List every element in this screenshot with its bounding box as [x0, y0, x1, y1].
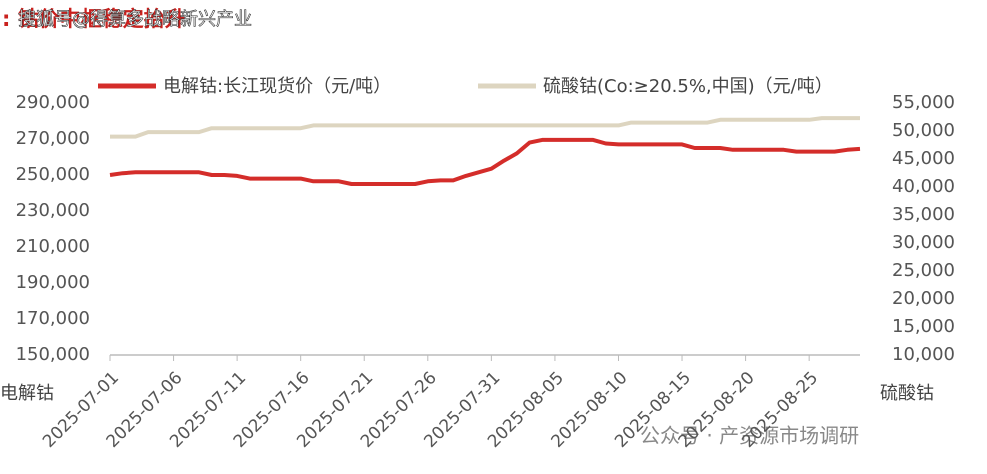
y2-axis-label: 硫酸钴 — [880, 383, 934, 404]
legend-label: 电解钴:长江现货价（元/吨） — [163, 76, 391, 97]
y-tick-label: 190,000 — [16, 272, 90, 293]
y2-tick-label: 20,000 — [892, 288, 955, 309]
watermark: 搜狐号@得算多战略新兴产业 — [18, 9, 252, 30]
y2-tick-label: 35,000 — [892, 204, 955, 225]
series-line — [109, 137, 861, 186]
y-axis-label: 电解钴 — [0, 383, 54, 404]
y2-tick-label: 50,000 — [892, 120, 955, 141]
legend-label: 硫酸钴(Co:≥20.5%,中国)（元/吨） — [543, 76, 833, 97]
y2-tick-label: 55,000 — [892, 92, 955, 113]
watermark: 公众号 · 产资源市场调研 — [640, 424, 859, 448]
y-tick-label: 270,000 — [16, 128, 90, 149]
series-line — [110, 116, 860, 139]
y-tick-label: 170,000 — [16, 308, 90, 329]
y-tick-label: 290,000 — [16, 92, 90, 113]
y-tick-label: 150,000 — [16, 344, 90, 365]
y2-tick-label: 25,000 — [892, 260, 955, 281]
y-tick-label: 230,000 — [16, 200, 90, 221]
y-tick-label: 210,000 — [16, 236, 90, 257]
y-tick-label: 250,000 — [16, 164, 90, 185]
y2-tick-label: 40,000 — [892, 176, 955, 197]
chart-title: : 钴价中枢稳定抬升 — [2, 7, 186, 31]
y2-tick-label: 10,000 — [892, 344, 955, 365]
y2-tick-label: 45,000 — [892, 148, 955, 169]
y2-tick-label: 30,000 — [892, 232, 955, 253]
y2-tick-label: 15,000 — [892, 316, 955, 337]
